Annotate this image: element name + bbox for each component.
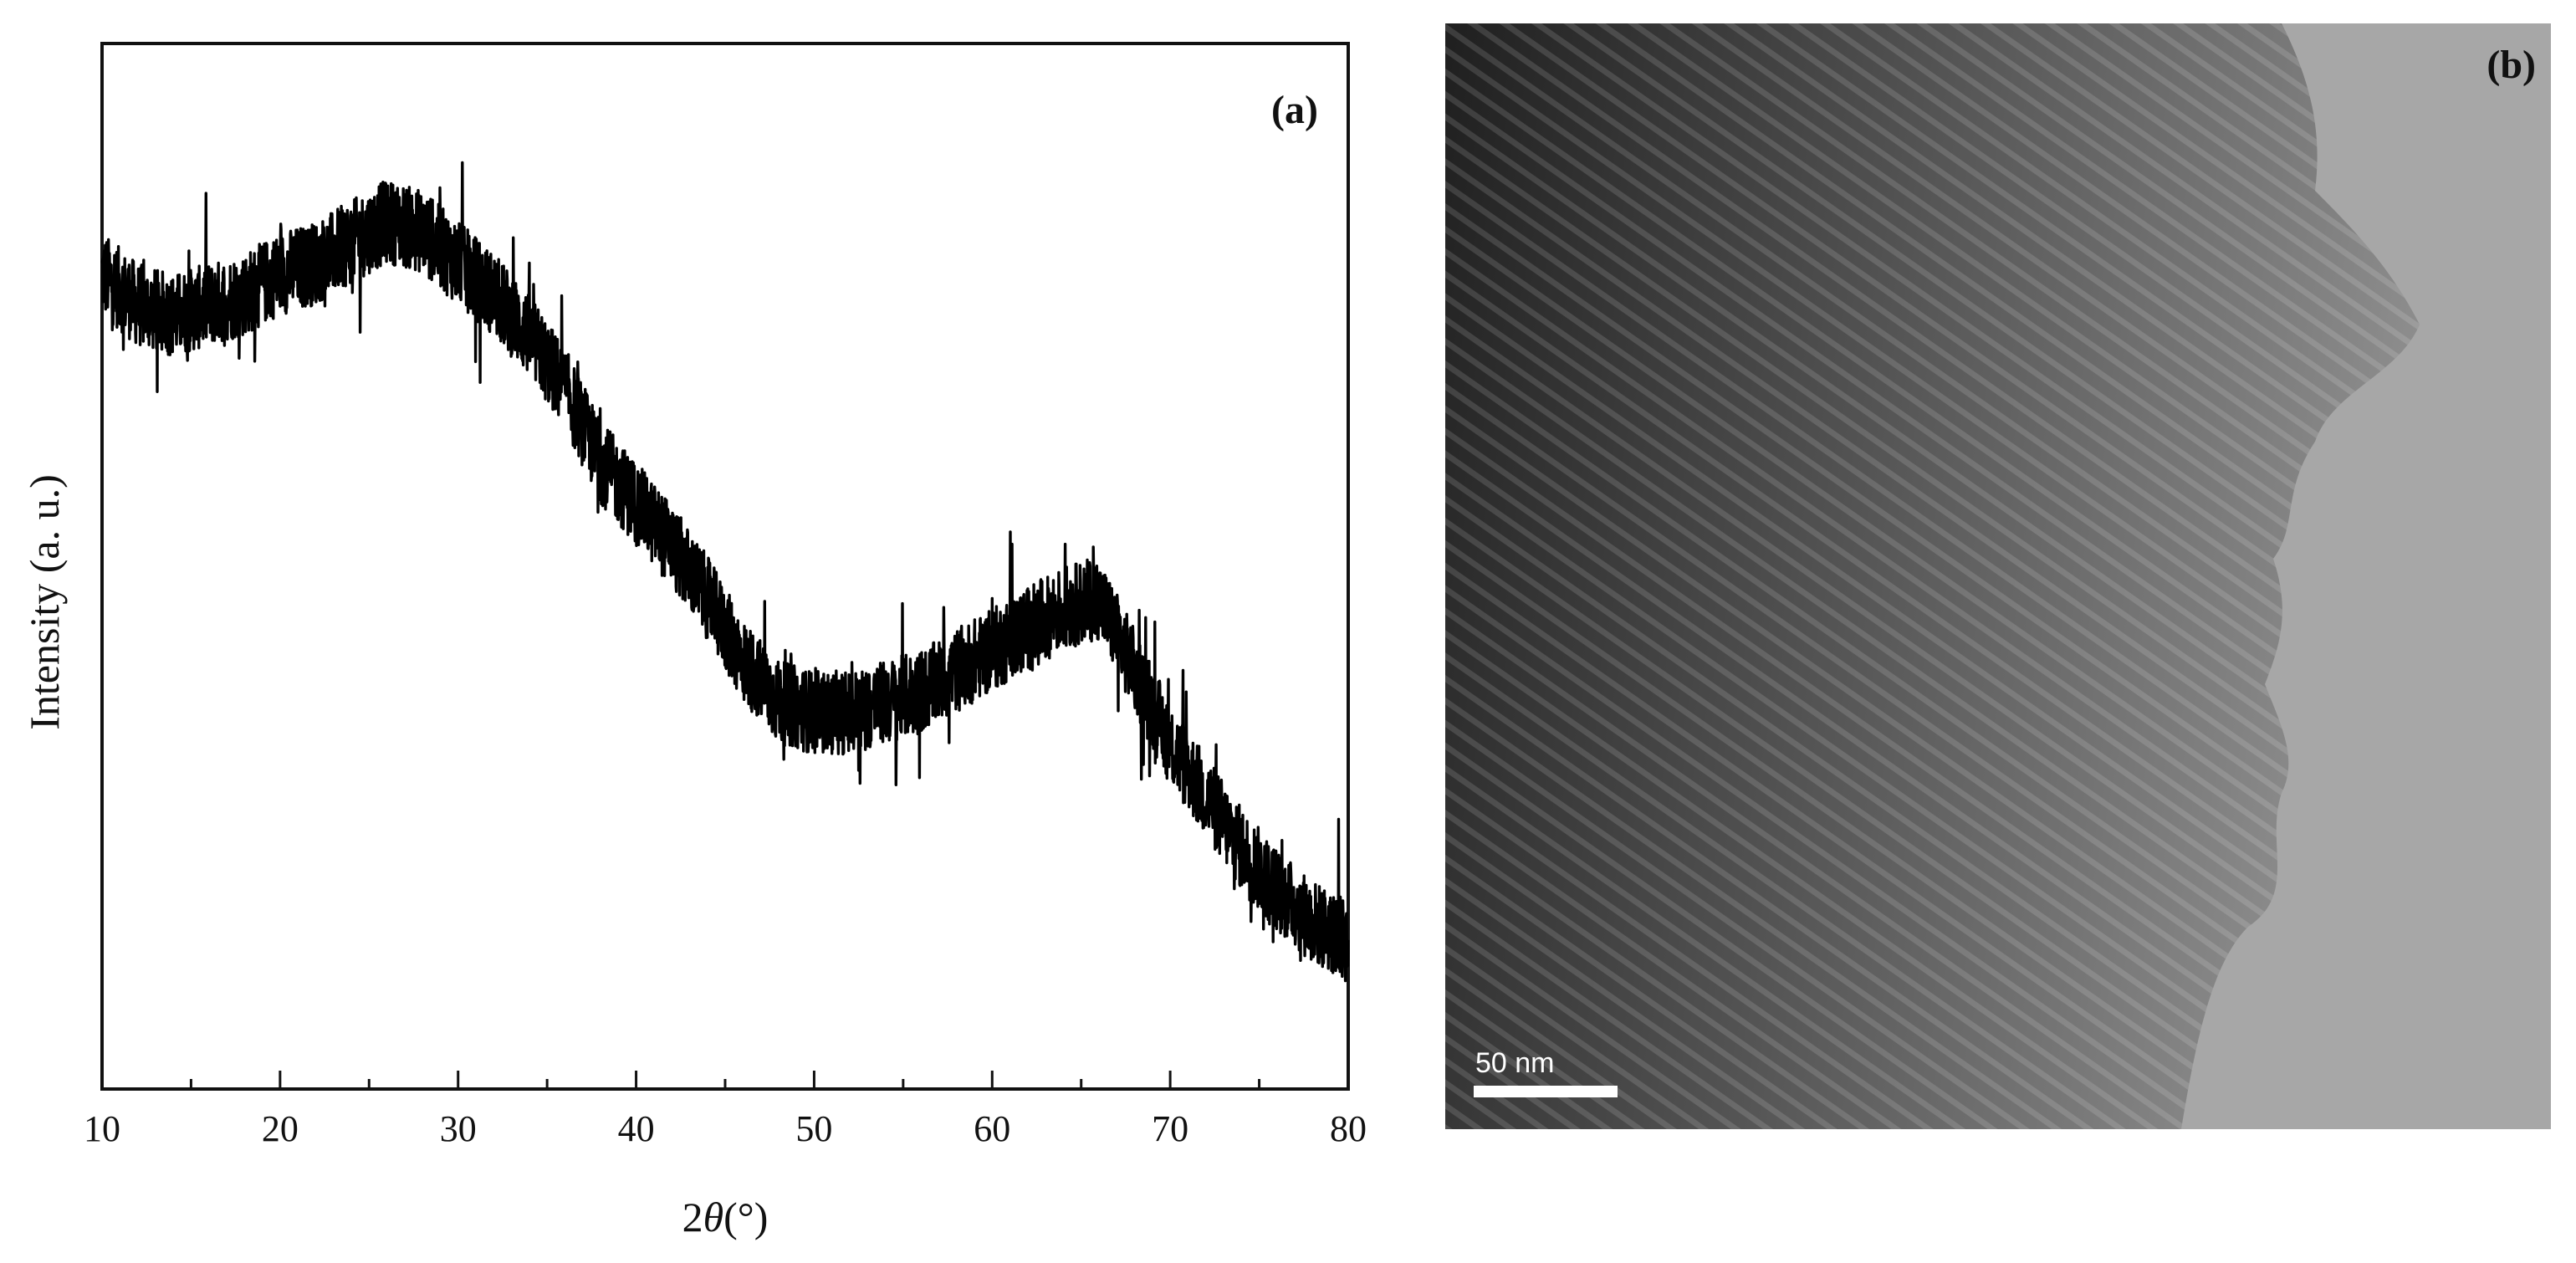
panel-label-b: (b) — [2487, 43, 2536, 87]
x-tick-label: 20 — [262, 1108, 299, 1149]
panel-label-a: (a) — [1271, 88, 1318, 132]
tem-micrograph: (b) 50 nm — [1445, 23, 2551, 1129]
x-axis-title: 2θ(°) — [682, 1194, 769, 1240]
x-tick-label: 40 — [618, 1108, 655, 1149]
plot-frame — [100, 42, 1350, 1091]
x-axis-ticks — [100, 1071, 1350, 1089]
x-tick-label: 30 — [440, 1108, 477, 1149]
x-tick-label: 80 — [1330, 1108, 1367, 1149]
scale-bar — [1474, 1086, 1618, 1097]
x-axis-tick-labels: 10 20 30 40 50 60 70 80 — [84, 1108, 1367, 1149]
series-line-intensity — [100, 161, 1350, 983]
y-axis-title: Intensity (a. u.) — [21, 474, 68, 729]
tem-image-texture — [1445, 23, 2551, 1129]
xrd-chart: 10 20 30 40 50 60 70 80 (a) Intensity (a. u.) 2… — [21, 42, 1367, 1240]
x-tick-label: 50 — [795, 1108, 832, 1149]
x-tick-label: 10 — [84, 1108, 120, 1149]
tem-particle — [1445, 23, 2420, 1129]
x-tick-label: 70 — [1152, 1108, 1188, 1149]
scale-bar-label: 50 nm — [1475, 1047, 1555, 1079]
x-tick-label: 60 — [974, 1108, 1010, 1149]
